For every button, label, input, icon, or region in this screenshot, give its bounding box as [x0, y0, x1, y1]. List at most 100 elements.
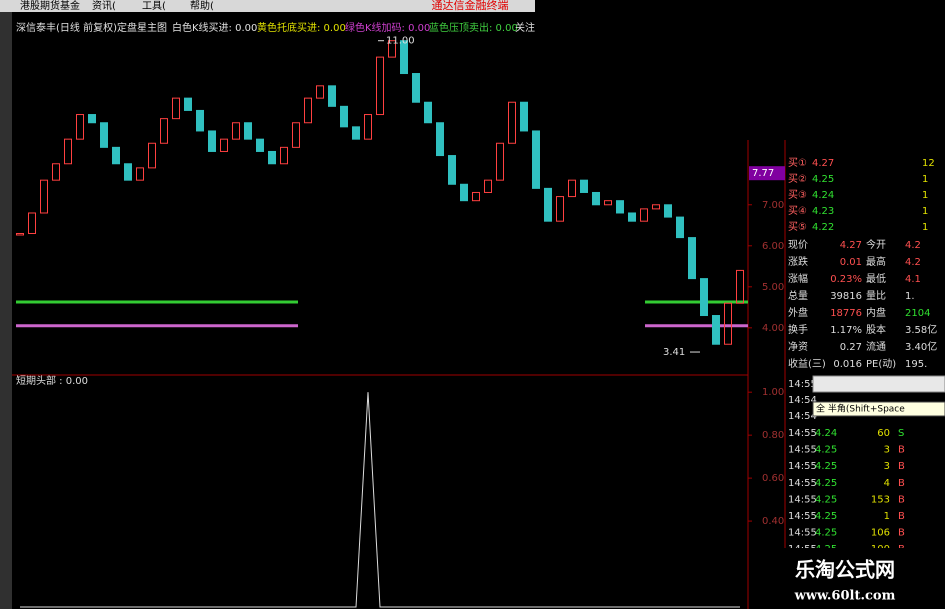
quote-value: 0.27 — [840, 342, 862, 353]
book-label: 买② — [788, 173, 807, 185]
chart-title: 白色K线买进: 0.00 — [172, 21, 257, 34]
tick-volume: 106 — [871, 528, 890, 539]
tick-volume: 3 — [884, 461, 890, 472]
tick-price: 4.25 — [815, 461, 837, 472]
chart-title: 定盘星主图 — [117, 21, 167, 34]
cover — [535, 0, 945, 140]
annotation: 11.00 — [386, 36, 415, 47]
book-label: 买① — [788, 157, 807, 169]
quote-value: 3.58亿 — [905, 323, 937, 336]
y-tick-label: 0.80 — [762, 430, 784, 441]
quote-label: 净资 — [788, 340, 808, 353]
quote-label: 换手 — [788, 323, 808, 336]
candle — [16, 232, 24, 236]
tick-volume: 3 — [884, 445, 890, 456]
quote-value: 3.40亿 — [905, 340, 937, 353]
candle — [436, 122, 444, 157]
y-tick-label: 6.00 — [762, 241, 784, 252]
left-strip — [0, 12, 12, 609]
book-price: 4.23 — [812, 206, 834, 217]
tick-side: B — [898, 511, 905, 522]
ime-toolbar — [812, 375, 945, 393]
candle — [232, 122, 240, 140]
quote-label: 量比 — [866, 290, 886, 302]
chart-title: 蓝色压顶卖出: 0.00 — [429, 21, 518, 34]
quote-value: 4.27 — [840, 240, 862, 251]
tooltip: 全 半角(Shift+Space — [816, 403, 905, 415]
tick-price: 4.25 — [815, 528, 837, 539]
candle — [112, 146, 120, 165]
quote-value: 1. — [905, 291, 915, 302]
quote-value: 4.1 — [905, 274, 921, 285]
candle — [628, 212, 636, 222]
cover — [298, 275, 645, 333]
y-tick-label: 0.40 — [762, 516, 784, 527]
chart-title: 绿色K线加码: 0.00 — [345, 21, 430, 34]
candle — [124, 163, 132, 181]
brand: 通达信金融终端 — [432, 0, 509, 12]
book-volume: 1 — [922, 190, 928, 201]
quote-label: 今开 — [866, 238, 886, 251]
candle — [208, 130, 216, 152]
tick-time: 14:55 — [788, 494, 817, 505]
candle — [556, 196, 564, 222]
menu-item[interactable]: 工具( — [142, 0, 166, 12]
quote-label: 现价 — [788, 239, 808, 251]
book-label: 买⑤ — [788, 221, 807, 233]
candle — [256, 138, 264, 152]
tick-side: B — [898, 478, 905, 489]
book-label: 买④ — [788, 205, 807, 217]
candle — [292, 122, 300, 148]
book-price: 4.22 — [812, 222, 834, 233]
menu-bar — [0, 0, 535, 12]
chart-title: 黄色托底买进: 0.00 — [257, 21, 346, 34]
candle — [688, 237, 696, 280]
candle — [580, 179, 588, 193]
candle — [664, 204, 672, 218]
y-tick-label: 4.00 — [762, 323, 784, 334]
tick-volume: 153 — [871, 494, 890, 505]
tick-price: 4.25 — [815, 494, 837, 505]
candle — [280, 146, 288, 165]
candle — [532, 130, 540, 189]
tick-time: 14:55 — [788, 445, 817, 456]
quote-label: 股本 — [866, 323, 886, 336]
candle — [244, 122, 252, 140]
candle — [160, 118, 168, 144]
candle — [604, 200, 612, 206]
quote-value: 2104 — [905, 308, 930, 319]
menu-item[interactable]: 帮助( — [190, 0, 214, 12]
quote-value: 18776 — [830, 308, 862, 319]
tick-side: B — [898, 494, 905, 505]
menu-item[interactable]: 资讯( — [92, 0, 116, 12]
candle — [544, 187, 552, 222]
candle — [424, 101, 432, 124]
quote-label: 收益(三) — [788, 357, 826, 370]
book-label: 买③ — [788, 189, 807, 201]
candle — [676, 216, 684, 239]
menu-item[interactable]: 港股期货基金 — [20, 0, 80, 12]
tooltip-box — [812, 401, 945, 417]
quote-value: 1.17% — [830, 325, 862, 336]
candle — [460, 183, 468, 202]
indicator-title: 短期头部 : 0.00 — [16, 374, 88, 387]
candle — [388, 40, 396, 58]
candle — [592, 191, 600, 206]
quote-label: 涨跌 — [788, 255, 808, 268]
tick-price: 4.25 — [815, 445, 837, 456]
y-tick-label: 1.00 — [762, 387, 784, 398]
book-volume: 1 — [922, 222, 928, 233]
book-price: 4.24 — [812, 190, 834, 201]
candle — [352, 126, 360, 140]
tick-side: B — [898, 445, 905, 456]
tick-time: 14:55 — [788, 528, 817, 539]
tick-time: 14:55 — [788, 428, 817, 439]
quote-value: 39816 — [830, 291, 862, 302]
candle — [316, 85, 324, 99]
quote-value: 4.2 — [905, 240, 921, 251]
book-price: 4.25 — [812, 174, 834, 185]
quote-label: 外盘 — [788, 306, 808, 319]
candle — [712, 315, 720, 345]
quote-label: 最低 — [866, 272, 886, 285]
